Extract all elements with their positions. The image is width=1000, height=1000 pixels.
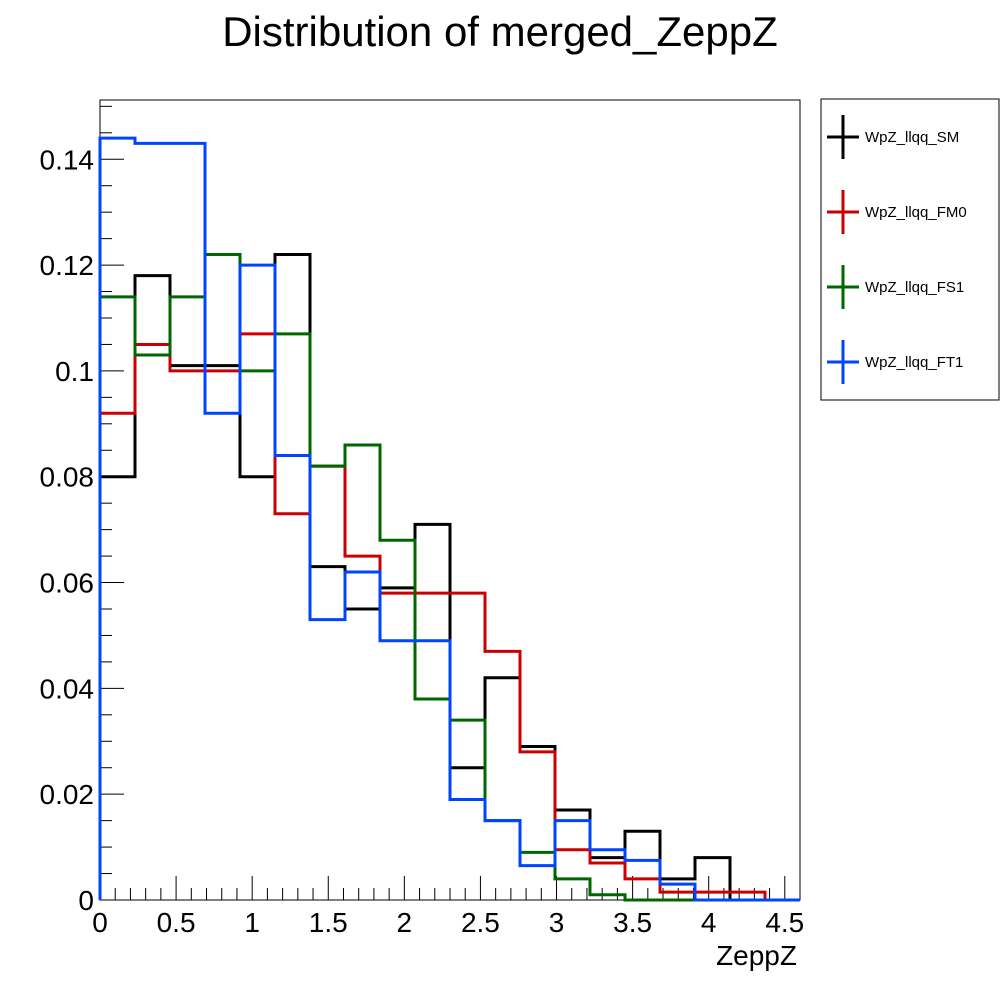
x-tick-label: 4.5: [765, 907, 804, 938]
x-tick-label: 2.5: [461, 907, 500, 938]
legend-label: WpZ_llqq_FS1: [865, 279, 964, 296]
series-layer: [98, 136, 800, 902]
x-tick-label: 0.5: [157, 907, 196, 938]
legend-entry: WpZ_llqq_FS1: [827, 265, 964, 309]
legend-label: WpZ_llqq_SM: [865, 129, 959, 146]
x-tick-label: 3.5: [613, 907, 652, 938]
y-axis: 0 0.02 0.04 0.06 0.08 0.1 0.12 0.14: [40, 105, 124, 916]
x-tick-label: 4: [701, 907, 717, 938]
chart-title: Distribution of merged_ZeppZ: [222, 8, 778, 55]
series-line-wpz-llqq-ft1: [98, 136, 800, 902]
x-tick-label: 3: [549, 907, 565, 938]
x-tick-label: 0: [92, 907, 108, 938]
x-tick-label: 2: [397, 907, 413, 938]
y-tick-label: 0.02: [40, 779, 95, 810]
y-tick-label: 0.12: [40, 250, 95, 281]
x-axis-title: ZeppZ: [716, 940, 797, 971]
y-tick-label: 0.08: [40, 462, 95, 493]
legend-label: WpZ_llqq_FM0: [865, 204, 967, 221]
y-tick-label: 0: [78, 885, 94, 916]
y-tick-label: 0.1: [55, 356, 94, 387]
y-tick-label: 0.14: [40, 144, 95, 175]
x-tick-label: 1: [244, 907, 260, 938]
legend-entry: WpZ_llqq_FT1: [827, 340, 963, 384]
legend-box: [820, 98, 1000, 401]
y-tick-label: 0.04: [40, 673, 95, 704]
legend: WpZ_llqq_SM WpZ_llqq_FM0 WpZ_llqq_FS1 WpZ_l…: [827, 115, 967, 384]
legend-entry: WpZ_llqq_SM: [827, 115, 959, 159]
legend-label: WpZ_llqq_FT1: [865, 354, 963, 371]
x-axis: 0 0.5 1 1.5 2 2.5 3 3.5 4 4.5: [92, 876, 804, 938]
legend-entry: WpZ_llqq_FM0: [827, 190, 967, 234]
x-tick-label: 1.5: [309, 907, 348, 938]
y-tick-label: 0.06: [40, 568, 95, 599]
